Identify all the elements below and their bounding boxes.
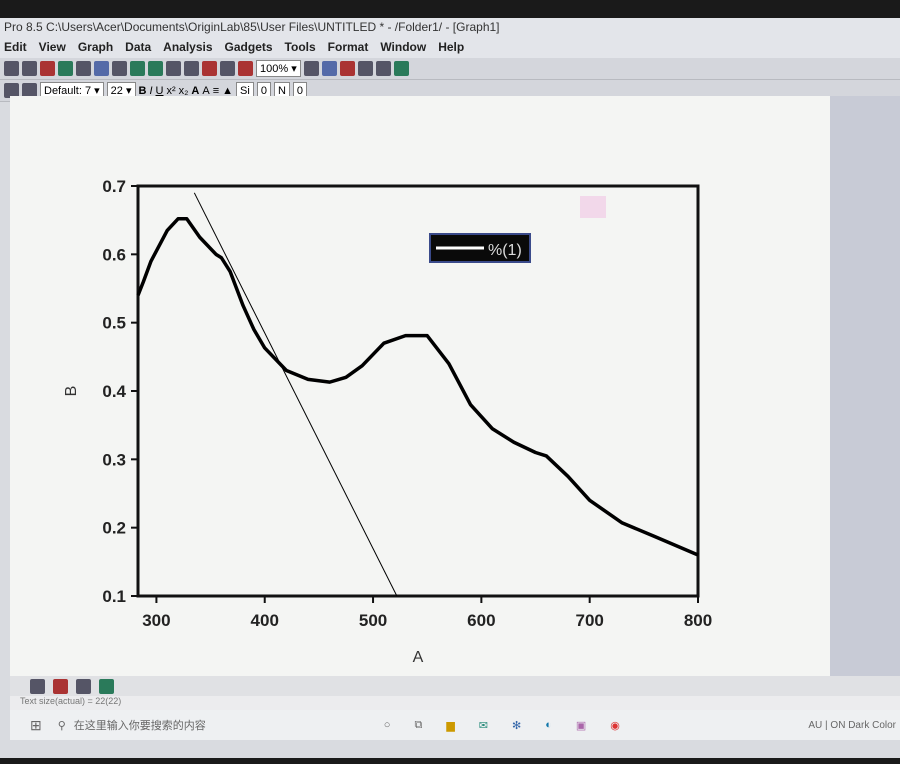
title-bar: Pro 8.5 C:\Users\Acer\Documents\OriginLa…: [0, 18, 900, 38]
legend-label: %(1): [488, 242, 522, 259]
file-explorer-icon[interactable]: ▆: [446, 719, 455, 732]
x-axis-label: A: [413, 649, 424, 666]
pattern-value: 0: [296, 84, 304, 97]
results-log-icon[interactable]: [357, 61, 373, 76]
cortana-icon[interactable]: ○: [383, 719, 391, 731]
bold-icon[interactable]: B: [138, 84, 147, 97]
decrease-font-icon[interactable]: A: [202, 84, 210, 97]
graph-page: 300 400 500 600 700 800 0.1 0.2 0.3 0.4 0.5 0.6 0.7 A…: [10, 96, 830, 676]
import-icon[interactable]: [202, 61, 217, 76]
italic-icon[interactable]: I: [149, 84, 153, 97]
underline-icon[interactable]: U: [155, 84, 164, 97]
recalculate-icon[interactable]: [238, 61, 253, 76]
menu-graph[interactable]: Graph: [77, 40, 114, 54]
command-window-icon[interactable]: [375, 61, 391, 76]
x-tick-label: 800: [684, 611, 712, 630]
menu-edit[interactable]: Edit: [4, 40, 27, 54]
save-template-icon[interactable]: [184, 61, 199, 76]
menu-help[interactable]: Help: [438, 40, 465, 54]
fill-select[interactable]: N: [273, 82, 290, 99]
selection-marker: [580, 196, 606, 218]
y-tick-label: 0.6: [102, 245, 126, 264]
line-width-value: 0: [260, 84, 267, 97]
menu-gadgets[interactable]: Gadgets: [224, 40, 273, 54]
menu-data[interactable]: Data: [125, 40, 152, 54]
print-icon[interactable]: [303, 61, 319, 76]
menu-view[interactable]: View: [38, 40, 66, 54]
menu-bar: Edit View Graph Data Analysis Gadgets To…: [0, 38, 900, 58]
font-size-value: 22: [110, 84, 123, 97]
new-graph-icon[interactable]: [40, 61, 55, 76]
origin-app-icon[interactable]: ▣: [575, 719, 587, 732]
chrome-icon[interactable]: ◉: [610, 719, 620, 732]
pattern-icon[interactable]: [76, 678, 91, 694]
line-tool-icon[interactable]: [30, 678, 45, 694]
pattern-select[interactable]: 0: [292, 82, 308, 99]
y-tick-label: 0.3: [102, 450, 126, 469]
y-tick-label: 0.5: [102, 314, 126, 333]
x-tick-label: 500: [359, 611, 387, 630]
x-tick-label: 600: [467, 611, 495, 630]
font-color-icon[interactable]: ▲: [222, 84, 234, 97]
menu-analysis[interactable]: Analysis: [163, 40, 213, 54]
y-tick-label: 0.1: [102, 587, 126, 606]
new-layout-icon[interactable]: [94, 61, 109, 76]
new-project-icon[interactable]: [4, 61, 19, 76]
x-tick-label: 400: [251, 611, 279, 630]
scale-in-icon[interactable]: [22, 83, 37, 98]
menu-window[interactable]: Window: [380, 40, 427, 54]
search-icon[interactable]: ⚲: [57, 719, 66, 732]
chart: 300 400 500 600 700 800 0.1 0.2 0.3 0.4 0.5 0.6 0.7 A…: [63, 177, 712, 666]
tangent-line: [193, 192, 398, 597]
layer-icon[interactable]: [99, 678, 114, 694]
y-tick-label: 0.2: [102, 519, 126, 538]
refresh-icon[interactable]: [321, 61, 337, 76]
line-style-value: Si: [240, 84, 250, 97]
code-builder-icon[interactable]: [339, 61, 355, 76]
import-multiple-icon[interactable]: [220, 61, 235, 76]
mail-icon[interactable]: ✉: [478, 719, 488, 732]
subscript-icon[interactable]: x₂: [178, 84, 189, 97]
fill-value: N: [277, 84, 286, 97]
task-view-icon[interactable]: ⧉: [414, 718, 423, 731]
y-axis-label: B: [63, 386, 80, 397]
new-notes-icon[interactable]: [112, 61, 127, 76]
menu-tools[interactable]: Tools: [284, 40, 316, 54]
status-bar: Text size(actual) = 22(22): [10, 696, 900, 710]
font-value: Default: 7: [44, 84, 92, 97]
new-workbook-icon[interactable]: [22, 61, 37, 76]
save-icon[interactable]: [166, 61, 181, 76]
open-template-icon[interactable]: [148, 61, 163, 76]
font-select[interactable]: Default: 7 ▾: [40, 82, 104, 99]
taskbar-search-input[interactable]: 在这里输入你要搜索的内容: [73, 720, 206, 732]
zoom-value: 100%: [260, 62, 289, 75]
settings-icon[interactable]: ✻: [512, 719, 522, 732]
new-matrix-icon[interactable]: [58, 61, 73, 76]
zoom-select[interactable]: 100% ▾: [256, 60, 301, 77]
align-icon[interactable]: ≡: [212, 84, 220, 97]
x-tick-label: 700: [575, 611, 603, 630]
increase-font-icon[interactable]: A: [191, 84, 200, 97]
project-explorer-icon[interactable]: [393, 61, 409, 76]
open-icon[interactable]: [130, 61, 145, 76]
x-tick-label: 300: [142, 611, 170, 630]
pointer-icon[interactable]: [4, 83, 19, 98]
menu-format[interactable]: Format: [327, 40, 369, 54]
taskbar: ⊞ ⚲ 在这里输入你要搜索的内容 ○ ⧉ ▆ ✉ ✻ ◐ ▣ ◉ AU | ON…: [10, 710, 900, 740]
edge-icon[interactable]: ◐: [545, 719, 552, 731]
fill-color-icon[interactable]: [53, 678, 68, 694]
superscript-icon[interactable]: x²: [166, 84, 176, 97]
system-tray: AU | ON Dark Color: [808, 719, 896, 731]
new-function-icon[interactable]: [76, 61, 91, 76]
y-tick-label: 0.4: [102, 382, 126, 401]
workspace-background: [830, 96, 900, 676]
drawing-toolbar: [10, 676, 900, 696]
standard-toolbar: 100% ▾: [0, 58, 900, 80]
windows-start-icon[interactable]: ⊞: [30, 716, 42, 733]
y-tick-label: 0.7: [102, 177, 126, 196]
series-line: [136, 217, 699, 557]
